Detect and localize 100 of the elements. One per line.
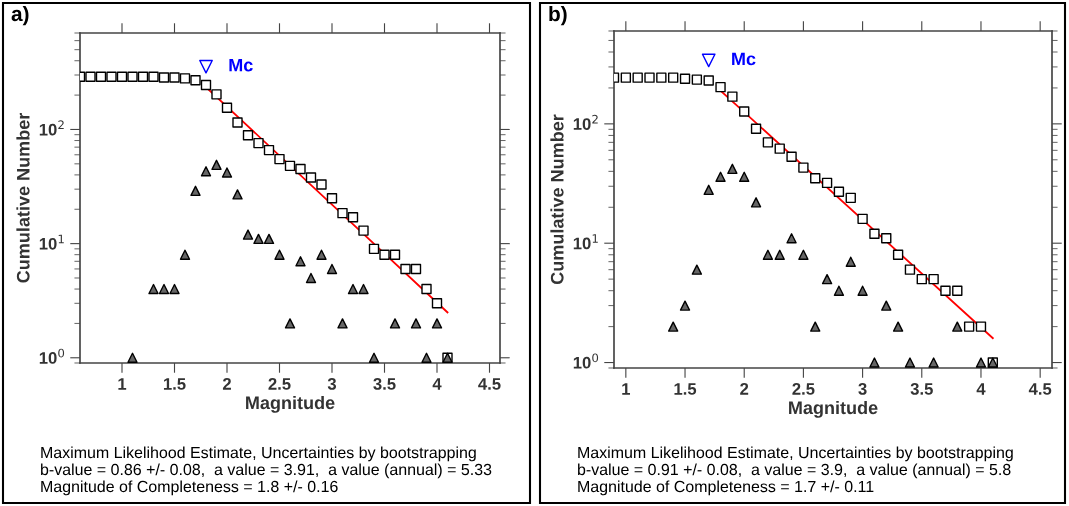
x-tick-label: 1.5 — [163, 378, 186, 390]
point — [326, 263, 338, 275]
point — [833, 285, 845, 296]
point — [410, 263, 422, 275]
point — [379, 249, 390, 260]
point — [85, 71, 96, 82]
text: Magnitude of Completeness = 1.8 +/- 0.16 — [41, 480, 338, 496]
point — [137, 71, 149, 82]
point — [106, 71, 117, 82]
point — [295, 256, 306, 267]
point — [810, 321, 821, 332]
chart-title: b) — [549, 5, 567, 26]
x-tick-label: 1 — [118, 378, 127, 390]
y-tick-label: 10$^{0}$ — [573, 353, 599, 369]
x-tick-label: 2 — [222, 378, 231, 390]
point — [691, 264, 703, 275]
point — [263, 233, 275, 245]
point — [232, 189, 243, 200]
point — [95, 71, 107, 82]
y-axis-title: Cumulative Number — [16, 112, 30, 283]
point — [190, 75, 201, 86]
point — [169, 72, 180, 83]
point — [940, 285, 951, 296]
point — [295, 163, 306, 175]
point — [715, 171, 726, 183]
point — [928, 357, 939, 368]
point — [857, 213, 868, 225]
point — [368, 352, 380, 363]
point — [774, 143, 785, 154]
point — [904, 264, 916, 275]
annotation: Mc — [732, 52, 756, 66]
point — [421, 283, 432, 295]
point — [242, 130, 254, 141]
point — [358, 225, 369, 236]
x-tick-label: 1.5 — [674, 383, 697, 395]
point — [326, 193, 338, 204]
x-axis-title: Magnitude — [246, 395, 335, 413]
point — [691, 74, 703, 85]
point — [739, 171, 750, 183]
point — [786, 233, 797, 244]
x-axis-title: Magnitude — [789, 400, 878, 418]
point — [632, 72, 643, 83]
point — [253, 233, 264, 245]
point — [762, 137, 774, 148]
point — [158, 283, 170, 295]
point — [810, 173, 821, 184]
point — [667, 321, 679, 332]
point — [232, 117, 243, 128]
point — [211, 89, 222, 100]
point — [410, 318, 422, 329]
point — [305, 172, 317, 183]
point — [727, 163, 738, 175]
point — [389, 249, 401, 260]
point — [221, 102, 233, 113]
point — [963, 321, 975, 332]
point — [916, 273, 927, 285]
point — [221, 167, 233, 178]
point — [127, 352, 138, 363]
point — [368, 243, 380, 255]
point — [952, 285, 963, 296]
point — [881, 233, 892, 244]
point — [821, 177, 833, 189]
point — [750, 197, 762, 208]
point — [337, 207, 348, 219]
point — [358, 283, 369, 295]
point — [253, 137, 264, 149]
point — [211, 159, 222, 171]
point — [116, 71, 128, 82]
point — [892, 321, 904, 332]
y-tick-label: 10$^{1}$ — [573, 234, 598, 250]
point — [169, 283, 180, 295]
point — [975, 357, 987, 368]
point — [786, 151, 797, 162]
point — [620, 72, 632, 83]
point — [284, 318, 296, 329]
text: Magnitude of Completeness = 1.7 +/- 0.11 — [578, 480, 874, 496]
point — [869, 357, 880, 368]
text: b-value = 0.86 +/- 0.08, a value = 3.91, a value (annual) = 5.33 — [41, 463, 492, 479]
chart-title: a) — [11, 5, 29, 26]
point — [762, 249, 774, 260]
y-tick-label: 10$^{2}$ — [573, 114, 598, 130]
y-tick-label: 10$^{0}$ — [39, 348, 65, 364]
point — [869, 228, 880, 239]
x-tick-label: 4 — [432, 378, 442, 390]
point — [200, 166, 212, 177]
x-tick-label: 2 — [740, 383, 749, 395]
point — [904, 357, 916, 368]
point — [845, 256, 856, 267]
point — [274, 153, 285, 165]
point — [347, 212, 359, 223]
point — [347, 283, 359, 295]
point — [679, 300, 691, 311]
point — [739, 106, 750, 117]
annotation: Mc — [229, 58, 253, 72]
point — [644, 72, 655, 83]
point — [190, 185, 201, 197]
point — [431, 298, 443, 309]
point — [148, 283, 159, 295]
point — [727, 91, 738, 102]
point — [421, 352, 432, 363]
